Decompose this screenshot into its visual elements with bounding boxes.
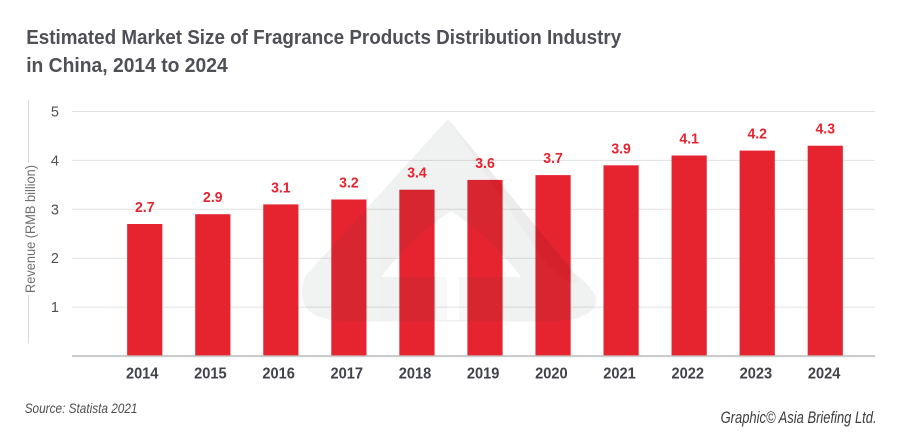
svg-text:2019: 2019 [467, 366, 500, 383]
svg-text:4: 4 [51, 153, 59, 169]
svg-text:3.1: 3.1 [271, 179, 291, 196]
svg-text:2014: 2014 [126, 366, 159, 383]
svg-text:2.9: 2.9 [203, 189, 223, 206]
svg-text:Graphic© Asia Briefing Ltd.: Graphic© Asia Briefing Ltd. [721, 409, 877, 427]
svg-text:Estimated Market Size of Fragr: Estimated Market Size of Fragrance Produ… [26, 26, 622, 49]
svg-text:3: 3 [51, 202, 59, 218]
svg-text:3.2: 3.2 [339, 175, 359, 192]
svg-text:2015: 2015 [194, 366, 227, 383]
svg-text:2017: 2017 [331, 366, 364, 383]
svg-text:3.4: 3.4 [407, 165, 427, 182]
svg-text:Source: Statista 2021: Source: Statista 2021 [25, 400, 138, 416]
svg-text:2018: 2018 [399, 366, 432, 383]
svg-text:1: 1 [51, 300, 59, 316]
svg-text:4.3: 4.3 [816, 121, 836, 138]
svg-text:2022: 2022 [671, 366, 704, 383]
svg-text:Revenue (RMB billion): Revenue (RMB billion) [23, 165, 38, 293]
svg-text:4.2: 4.2 [747, 126, 767, 143]
svg-text:3.6: 3.6 [475, 155, 495, 172]
svg-text:3.9: 3.9 [611, 140, 631, 157]
svg-text:2: 2 [51, 251, 59, 267]
svg-text:2024: 2024 [808, 366, 841, 383]
svg-text:2016: 2016 [262, 366, 295, 383]
svg-text:in China, 2014 to 2024: in China, 2014 to 2024 [26, 54, 228, 77]
svg-text:3.7: 3.7 [543, 150, 563, 167]
svg-text:4.1: 4.1 [679, 131, 699, 148]
svg-text:2021: 2021 [603, 366, 636, 383]
svg-text:2023: 2023 [740, 366, 773, 383]
svg-text:2.7: 2.7 [135, 199, 155, 216]
svg-text:2020: 2020 [535, 366, 568, 383]
svg-text:5: 5 [51, 105, 59, 121]
